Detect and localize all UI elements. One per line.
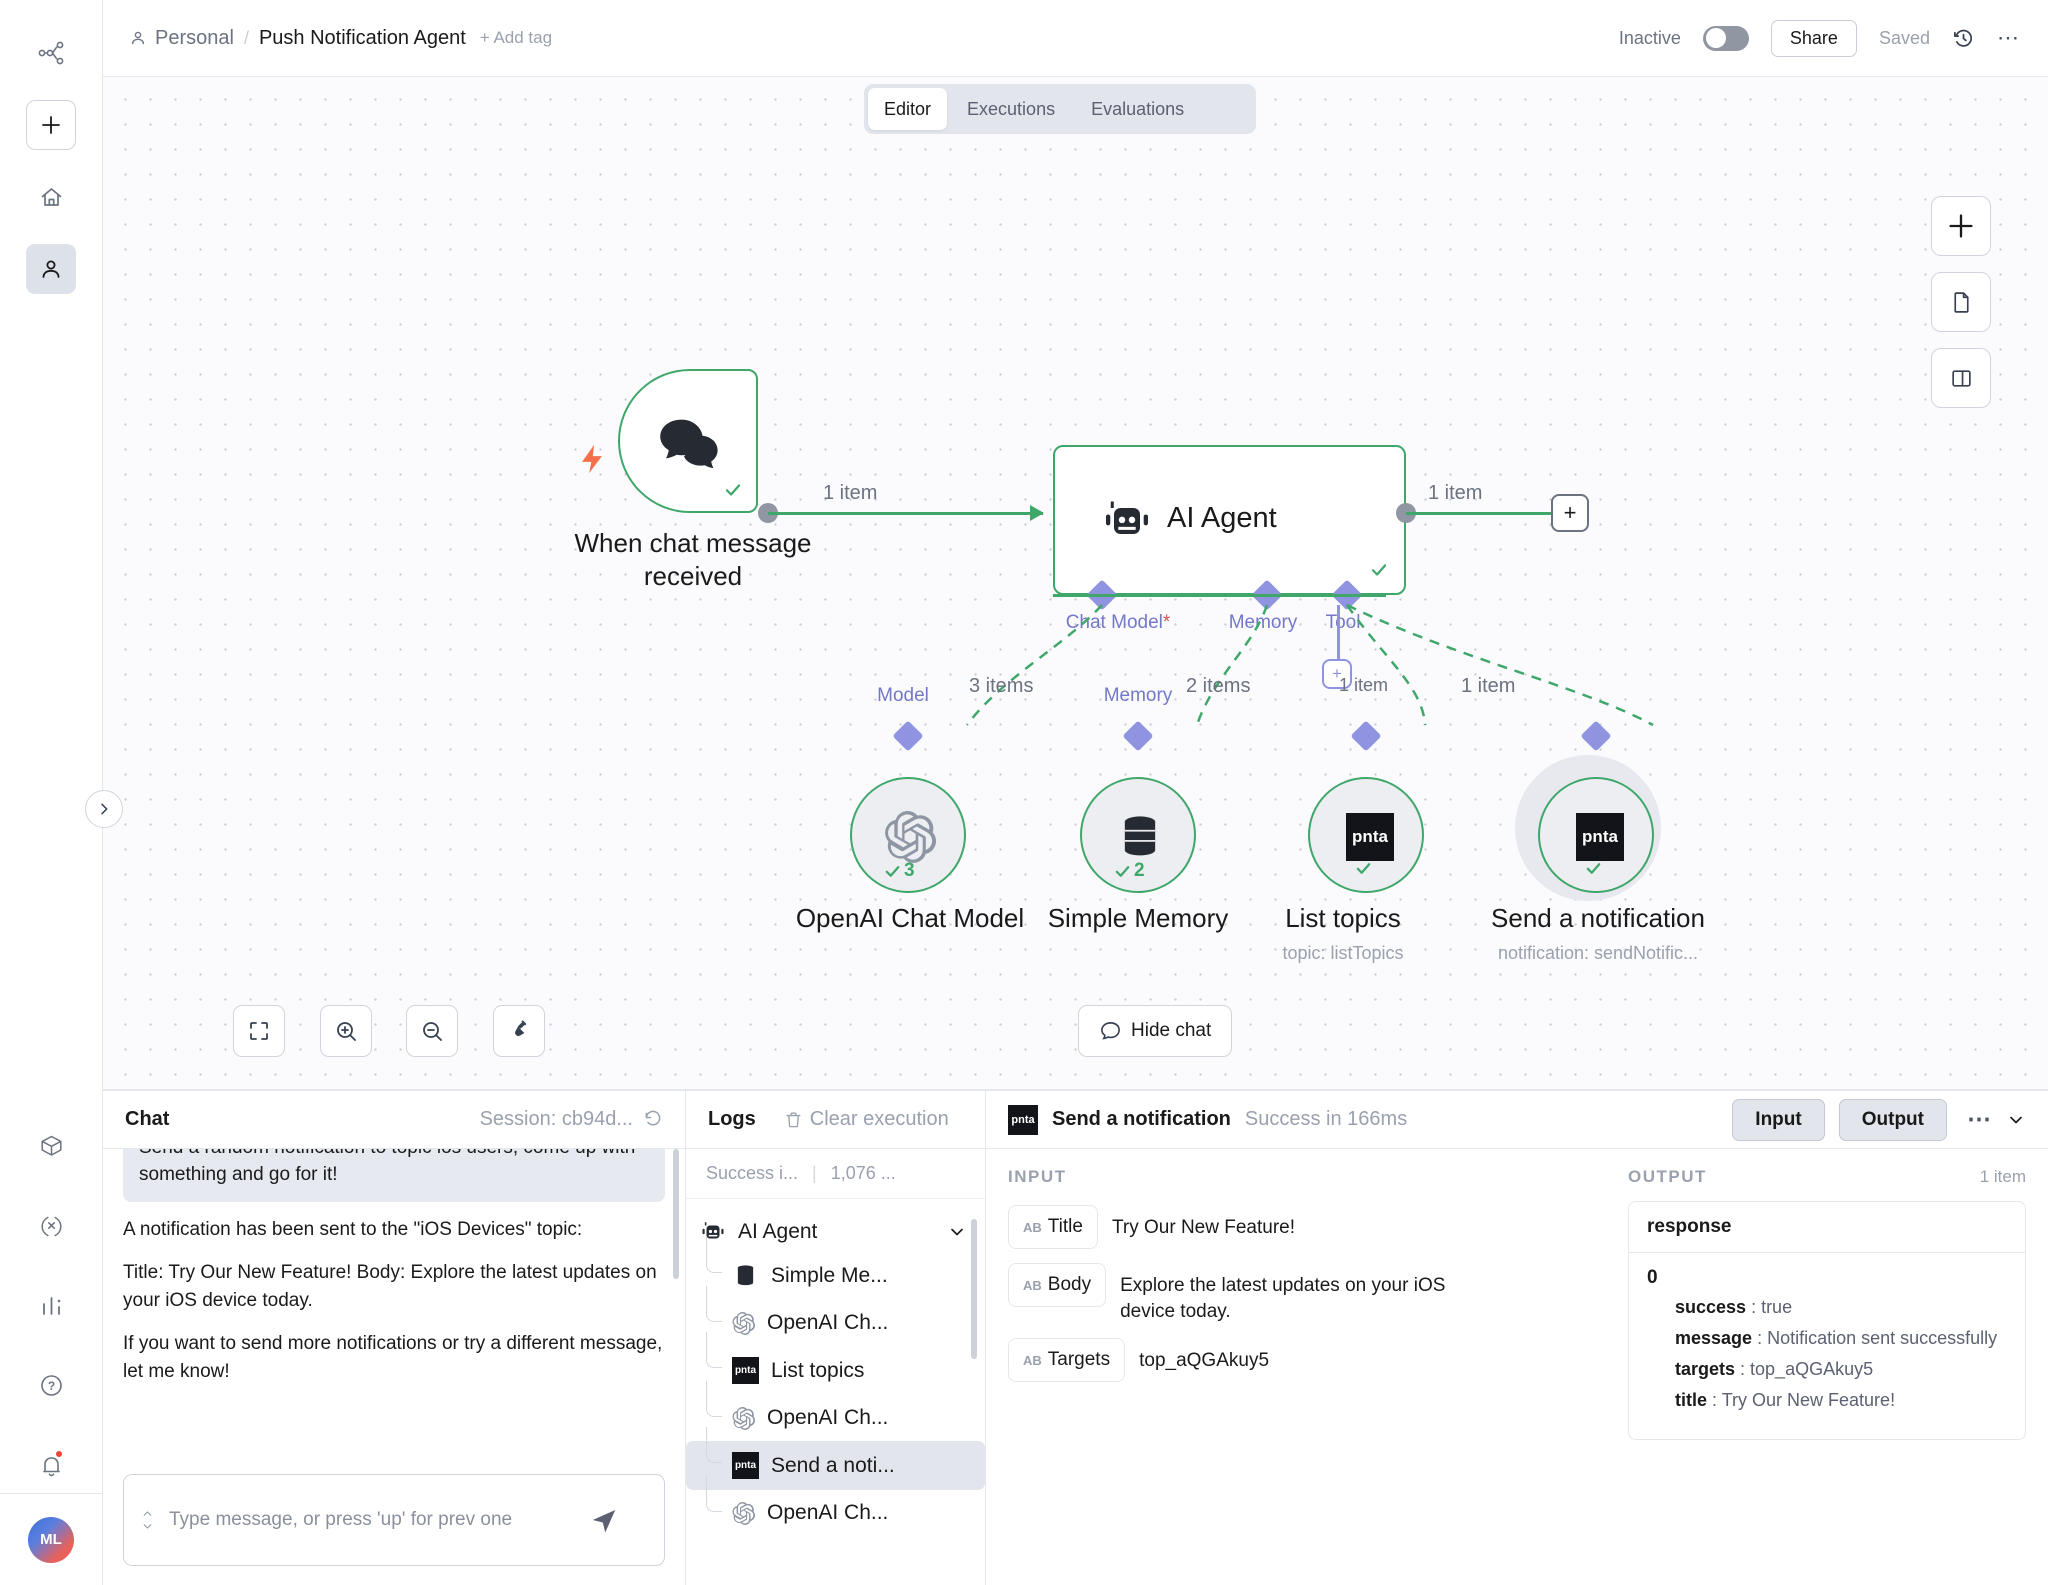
- svg-text:?: ?: [47, 1379, 54, 1393]
